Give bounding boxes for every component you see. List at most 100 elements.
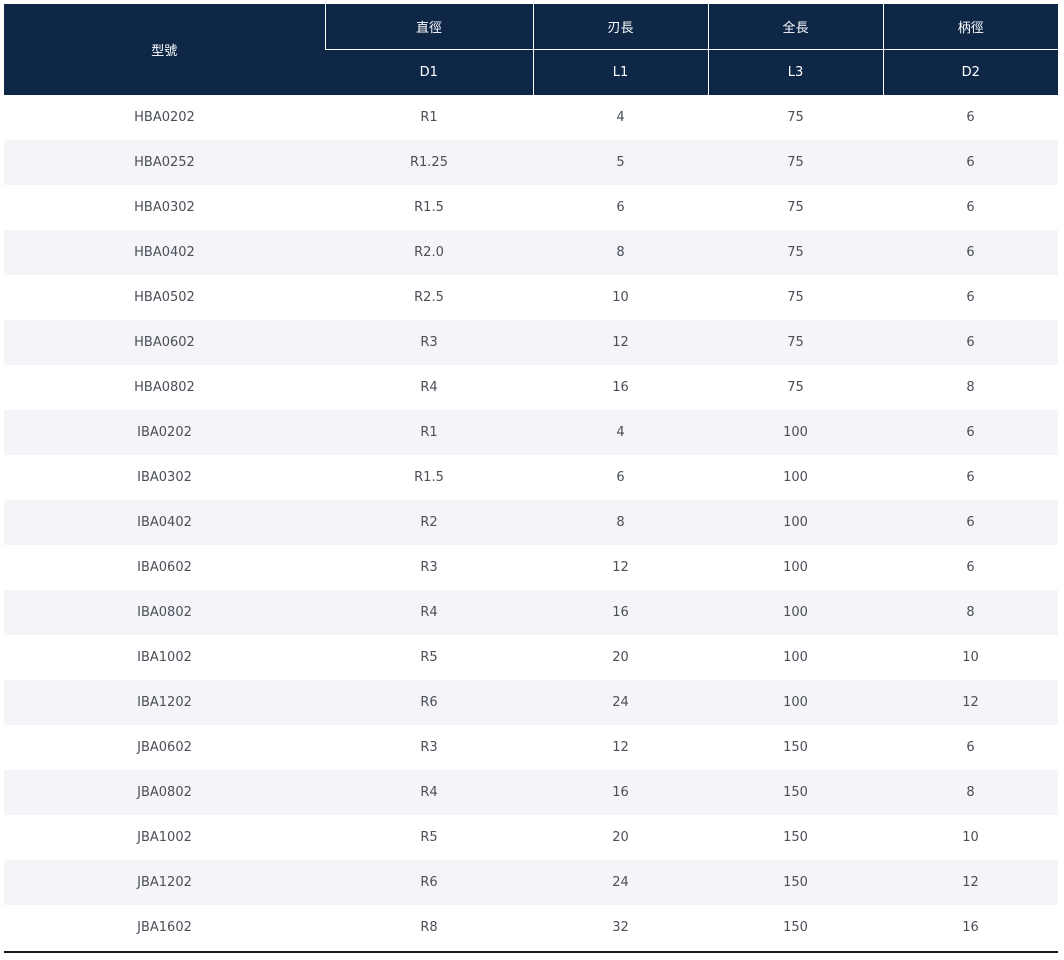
cell-l1: 4	[533, 410, 708, 455]
cell-l3: 75	[708, 320, 883, 365]
cell-l1: 20	[533, 635, 708, 680]
cell-l1: 16	[533, 590, 708, 635]
header-shank-diameter: 柄徑	[882, 4, 1058, 50]
table-row: HBA0302 R1.5 6 75 6	[4, 185, 1058, 230]
header-code-d1: D1	[325, 49, 533, 95]
table-row: IBA0202 R1 4 100 6	[4, 410, 1058, 455]
cell-d2: 16	[883, 905, 1058, 950]
cell-l1: 10	[533, 275, 708, 320]
cell-d1: R4	[325, 365, 533, 410]
cell-l1: 16	[533, 770, 708, 815]
cell-l1: 5	[533, 140, 708, 185]
header-model: 型號	[4, 4, 325, 95]
cell-l3: 75	[708, 230, 883, 275]
cell-model: IBA0602	[4, 545, 325, 590]
cell-model: HBA0502	[4, 275, 325, 320]
cell-l1: 12	[533, 725, 708, 770]
header-diameter: 直徑	[324, 4, 533, 50]
cell-l3: 100	[708, 680, 883, 725]
table-row: JBA1202 R6 24 150 12	[4, 860, 1058, 905]
cell-l1: 16	[533, 365, 708, 410]
cell-d1: R2	[325, 500, 533, 545]
cell-l3: 150	[708, 725, 883, 770]
cell-d2: 6	[883, 230, 1058, 275]
table-row: JBA0802 R4 16 150 8	[4, 770, 1058, 815]
cell-d2: 10	[883, 635, 1058, 680]
cell-l3: 100	[708, 590, 883, 635]
cell-l3: 100	[708, 635, 883, 680]
spec-table-container: 型號 直徑 刃長 全長 柄徑 D1 L1 L3 D2 HBA0202 R1 4 75 6…	[4, 4, 1058, 953]
table-row: IBA1202 R6 24 100 12	[4, 680, 1058, 725]
header-cutting-length: 刃長	[532, 4, 708, 50]
cell-d1: R2.5	[325, 275, 533, 320]
cell-l3: 150	[708, 815, 883, 860]
cell-model: JBA1602	[4, 905, 325, 950]
header-code-l1: L1	[532, 49, 708, 95]
cell-d2: 6	[883, 140, 1058, 185]
cell-model: IBA0202	[4, 410, 325, 455]
cell-d1: R1.5	[325, 185, 533, 230]
cell-d1: R1	[325, 95, 533, 140]
cell-d1: R3	[325, 320, 533, 365]
cell-l3: 75	[708, 95, 883, 140]
cell-d2: 6	[883, 500, 1058, 545]
cell-l1: 4	[533, 95, 708, 140]
cell-model: JBA1202	[4, 860, 325, 905]
header-code-l3: L3	[707, 49, 883, 95]
table-row: IBA1002 R5 20 100 10	[4, 635, 1058, 680]
cell-model: JBA0802	[4, 770, 325, 815]
cell-l1: 12	[533, 545, 708, 590]
cell-d2: 6	[883, 725, 1058, 770]
cell-d2: 8	[883, 365, 1058, 410]
table-bottom-rule	[4, 951, 1058, 953]
cell-model: IBA1002	[4, 635, 325, 680]
cell-l3: 75	[708, 365, 883, 410]
cell-l1: 8	[533, 500, 708, 545]
cell-l1: 6	[533, 185, 708, 230]
cell-d1: R6	[325, 860, 533, 905]
cell-l1: 6	[533, 455, 708, 500]
cell-d1: R1.25	[325, 140, 533, 185]
header-overall-length: 全長	[707, 4, 883, 50]
cell-d1: R2.0	[325, 230, 533, 275]
table-row: HBA0202 R1 4 75 6	[4, 95, 1058, 140]
table-row: IBA0602 R3 12 100 6	[4, 545, 1058, 590]
cell-d1: R5	[325, 635, 533, 680]
cell-d2: 6	[883, 410, 1058, 455]
cell-d2: 6	[883, 275, 1058, 320]
table-row: IBA0802 R4 16 100 8	[4, 590, 1058, 635]
cell-model: IBA0302	[4, 455, 325, 500]
cell-d2: 10	[883, 815, 1058, 860]
cell-l1: 8	[533, 230, 708, 275]
cell-model: JBA1002	[4, 815, 325, 860]
table-row: IBA0302 R1.5 6 100 6	[4, 455, 1058, 500]
cell-d2: 8	[883, 770, 1058, 815]
cell-d2: 8	[883, 590, 1058, 635]
cell-l3: 100	[708, 455, 883, 500]
cell-model: HBA0802	[4, 365, 325, 410]
cell-l1: 12	[533, 320, 708, 365]
table-header: 型號 直徑 刃長 全長 柄徑 D1 L1 L3 D2	[4, 4, 1058, 95]
cell-d1: R4	[325, 590, 533, 635]
cell-model: IBA0802	[4, 590, 325, 635]
cell-l3: 150	[708, 860, 883, 905]
cell-model: HBA0402	[4, 230, 325, 275]
header-code-d2: D2	[882, 49, 1058, 95]
cell-d2: 12	[883, 680, 1058, 725]
cell-model: HBA0302	[4, 185, 325, 230]
cell-d2: 6	[883, 545, 1058, 590]
cell-l1: 32	[533, 905, 708, 950]
table-row: JBA0602 R3 12 150 6	[4, 725, 1058, 770]
cell-d1: R8	[325, 905, 533, 950]
cell-model: IBA1202	[4, 680, 325, 725]
cell-d1: R3	[325, 545, 533, 590]
cell-model: HBA0202	[4, 95, 325, 140]
cell-l3: 75	[708, 275, 883, 320]
table-row: HBA0502 R2.5 10 75 6	[4, 275, 1058, 320]
cell-l3: 75	[708, 140, 883, 185]
cell-l3: 100	[708, 545, 883, 590]
cell-d1: R4	[325, 770, 533, 815]
cell-l3: 75	[708, 185, 883, 230]
cell-l3: 150	[708, 770, 883, 815]
cell-d2: 6	[883, 185, 1058, 230]
